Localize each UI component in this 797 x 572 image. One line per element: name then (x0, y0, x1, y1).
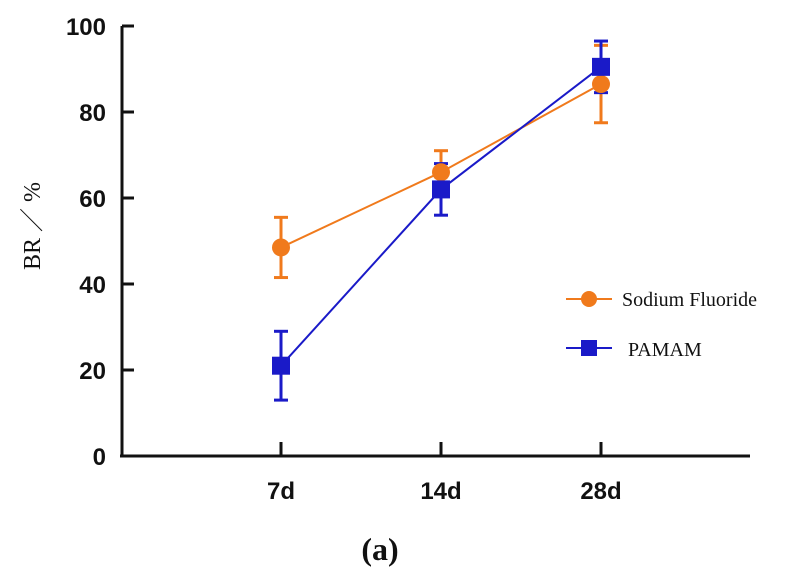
data-point-sodium-fluoride (272, 238, 290, 257)
y-axis-label: BR ／ % (20, 182, 46, 270)
data-point-sodium-fluoride (592, 75, 610, 94)
y-tick-label: 20 (79, 358, 106, 385)
series-layer (272, 39, 610, 402)
data-point-pamam (432, 180, 450, 199)
data-point-sodium-fluoride (432, 163, 450, 182)
data-point-pamam (272, 356, 290, 375)
y-tick-label: 80 (79, 100, 106, 127)
x-tick-label: 28d (580, 478, 621, 505)
y-tick-label: 0 (93, 444, 106, 471)
x-tick-label: 14d (420, 478, 461, 505)
y-tick-labels: 0 20 40 60 80 100 (66, 14, 106, 471)
y-tick-marks (122, 24, 134, 458)
legend-marker-pamam (581, 340, 597, 356)
data-point-pamam (592, 57, 610, 76)
y-tick-label: 60 (79, 186, 106, 213)
x-tick-label: 7d (267, 478, 295, 505)
legend-label-sodium-fluoride: Sodium Fluoride (622, 289, 757, 311)
y-tick-label: 40 (79, 272, 106, 299)
legend-marker-sodium-fluoride (581, 291, 597, 307)
panel-label: (a) (361, 531, 398, 567)
legend: Sodium Fluoride PAMAM (566, 289, 757, 361)
legend-label-pamam: PAMAM (628, 339, 702, 361)
x-tick-marks (279, 442, 603, 456)
y-tick-label: 100 (66, 14, 106, 41)
x-tick-labels: 7d 14d 28d (267, 478, 622, 505)
